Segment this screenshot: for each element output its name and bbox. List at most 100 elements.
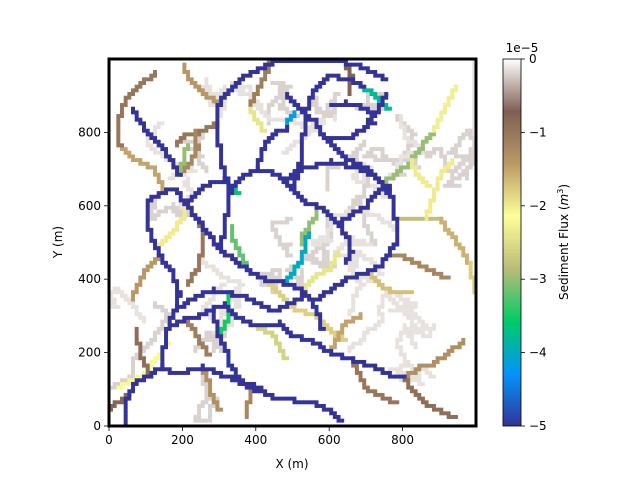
texture-cell bbox=[288, 268, 293, 273]
y-tick-label: 600 bbox=[78, 199, 101, 213]
channel-cell bbox=[178, 198, 183, 203]
tributary-cell bbox=[138, 158, 143, 163]
channel-cell bbox=[248, 169, 253, 174]
texture-cell bbox=[406, 154, 411, 159]
channel-cell bbox=[175, 319, 180, 324]
tributary-cell bbox=[134, 330, 139, 335]
tributary-cell bbox=[332, 334, 337, 339]
tributary-cell bbox=[189, 81, 194, 85]
texture-cell bbox=[340, 246, 345, 251]
texture-cell bbox=[446, 169, 451, 174]
texture-cell bbox=[358, 286, 363, 291]
texture-cell bbox=[402, 352, 407, 357]
channel-cell bbox=[347, 249, 352, 254]
channel-cell bbox=[347, 257, 352, 262]
channel-cell bbox=[369, 194, 374, 199]
tributary-cell bbox=[116, 121, 121, 126]
tributary-cell bbox=[131, 297, 135, 302]
texture-cell bbox=[211, 337, 216, 342]
texture-cell bbox=[186, 183, 191, 188]
channel-cell bbox=[175, 279, 180, 284]
texture-cell bbox=[200, 400, 205, 405]
tributary-cell bbox=[340, 323, 345, 328]
channel-cell bbox=[219, 235, 224, 240]
texture-cell bbox=[365, 209, 370, 214]
channel-cell bbox=[252, 271, 257, 276]
channel-cell bbox=[380, 367, 385, 372]
tributary-cell bbox=[149, 367, 154, 372]
texture-cell bbox=[204, 400, 209, 405]
channel-cell bbox=[164, 334, 169, 339]
channel-cell bbox=[384, 253, 389, 258]
channel-cell bbox=[164, 326, 169, 331]
channel-cell bbox=[255, 271, 260, 276]
channel-cell bbox=[252, 301, 257, 306]
channel-cell bbox=[197, 187, 202, 192]
tributary-cell bbox=[142, 268, 146, 273]
channel-cell bbox=[332, 103, 337, 108]
channel-cell bbox=[303, 132, 308, 137]
texture-cell bbox=[112, 301, 117, 306]
tributary-cell bbox=[439, 356, 444, 361]
texture-cell bbox=[409, 374, 414, 379]
texture-cell bbox=[109, 297, 113, 302]
tributary-cell bbox=[428, 268, 433, 273]
texture-cell bbox=[373, 242, 378, 247]
texture-cell bbox=[325, 257, 330, 262]
tributary-cell bbox=[321, 271, 326, 276]
channel-cell bbox=[263, 323, 268, 328]
texture-cell bbox=[343, 253, 348, 258]
texture-cell bbox=[402, 370, 407, 375]
tributary-cell bbox=[197, 147, 202, 152]
texture-cell bbox=[255, 103, 260, 108]
channel-cell bbox=[310, 400, 315, 405]
channel-cell bbox=[402, 374, 407, 379]
channel-cell bbox=[259, 158, 264, 163]
channel-cell bbox=[200, 224, 205, 229]
channel-cell bbox=[149, 227, 154, 232]
channel-cell bbox=[230, 308, 235, 313]
channel-cell bbox=[358, 165, 363, 170]
tributary-cell bbox=[252, 92, 257, 96]
texture-cell bbox=[171, 205, 176, 210]
texture-cell bbox=[406, 315, 411, 320]
tributary-cell bbox=[241, 260, 246, 265]
tributary-cell bbox=[197, 264, 202, 269]
texture-cell bbox=[314, 242, 319, 247]
tributary-cell bbox=[365, 389, 370, 394]
texture-cell bbox=[204, 88, 209, 93]
channel-cell bbox=[219, 154, 224, 159]
tributary-cell bbox=[186, 70, 191, 74]
channel-cell bbox=[175, 169, 180, 174]
texture-cell bbox=[248, 95, 253, 100]
channel-cell bbox=[200, 363, 205, 368]
tributary-cell bbox=[204, 345, 209, 350]
tributary-cell bbox=[288, 114, 293, 119]
channel-cell bbox=[365, 110, 370, 115]
channel-cell bbox=[178, 293, 183, 298]
texture-cell bbox=[395, 345, 400, 350]
channel-cell bbox=[230, 257, 235, 262]
channel-cell bbox=[369, 363, 374, 368]
tributary-cell bbox=[164, 235, 169, 240]
texture-cell bbox=[384, 290, 389, 295]
tributary-cell bbox=[420, 396, 425, 401]
texture-cell bbox=[211, 345, 216, 350]
texture-cell bbox=[472, 154, 476, 159]
texture-cell bbox=[340, 213, 345, 218]
tributary-cell bbox=[431, 271, 436, 276]
texture-cell bbox=[325, 224, 330, 229]
texture-cell bbox=[358, 198, 363, 203]
texture-cell bbox=[197, 136, 202, 141]
texture-cell bbox=[211, 103, 216, 108]
texture-cell bbox=[259, 103, 264, 108]
texture-cell bbox=[420, 323, 425, 328]
channel-cell bbox=[281, 304, 286, 309]
tributary-cell bbox=[277, 348, 282, 353]
tributary-cell bbox=[329, 330, 334, 335]
tributary-cell bbox=[123, 150, 128, 155]
channel-cell bbox=[175, 293, 180, 298]
channel-cell bbox=[270, 59, 275, 63]
tributary-cell bbox=[149, 77, 154, 82]
tributary-cell bbox=[248, 392, 253, 397]
